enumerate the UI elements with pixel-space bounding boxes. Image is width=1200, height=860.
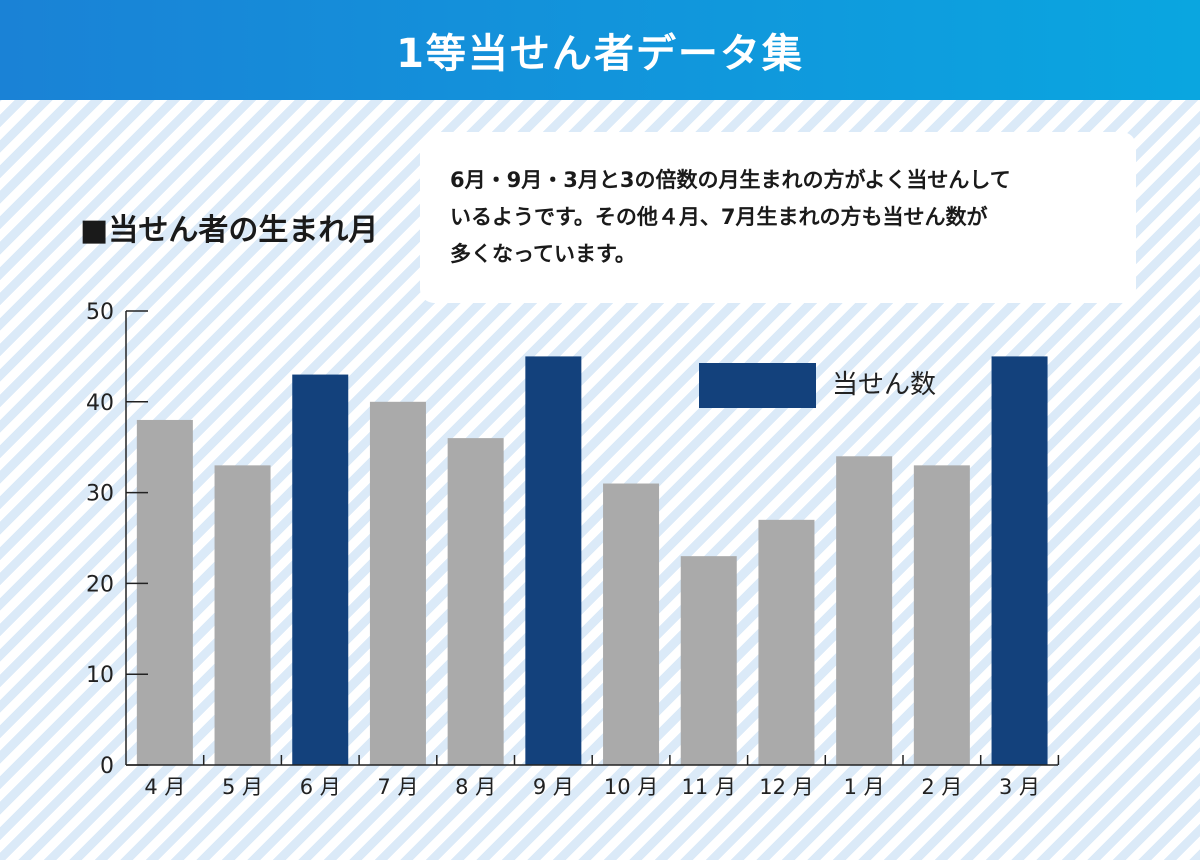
x-tick-label-9: 12 月 [759,775,813,799]
legend-label: 当せん数 [832,370,936,400]
legend-swatch [699,363,816,408]
x-tick-label-5: 8 月 [455,775,496,799]
note-line-2: いるようです。その他４月、7月生まれの方も当せん数が [450,205,988,229]
bar-2 [214,465,271,765]
header-banner: 1等当せん者データ集 [0,0,1200,100]
y-tick-label-50: 50 [86,300,114,325]
x-tick-label-6: 9 月 [533,775,574,799]
section-title: ■当せん者の生まれ月 [80,213,379,248]
y-tick-label-10: 10 [86,663,114,688]
bar-1 [136,419,193,765]
y-tick-label-40: 40 [86,391,114,416]
note-box: 6月・9月・3月と3の倍数の月生まれの方がよく当せんして いるようです。その他４… [420,132,1136,303]
x-tick-label-12: 3 月 [999,775,1040,799]
x-tick-label-7: 10 月 [604,775,658,799]
bar-3 [292,374,349,765]
x-tick-label-11: 2 月 [921,775,962,799]
y-tick-label-30: 30 [86,482,114,507]
y-tick-label-0: 0 [100,754,114,779]
bar-9 [758,519,815,765]
bar-8 [680,556,737,765]
x-tick-label-8: 11 月 [682,775,736,799]
x-tick-label-2: 5 月 [222,775,263,799]
note-line-1: 6月・9月・3月と3の倍数の月生まれの方がよく当せんして [450,168,1011,192]
x-tick-label-3: 6 月 [300,775,341,799]
bar-4 [369,401,426,765]
bar-7 [603,483,660,765]
page-title: 1等当せん者データ集 [396,31,804,77]
x-tick-label-4: 7 月 [377,775,418,799]
bar-10 [836,456,893,765]
bar-11 [913,465,970,765]
y-tick-label-20: 20 [86,572,114,597]
x-tick-label-10: 1 月 [844,775,885,799]
bar-6 [525,356,582,765]
bar-5 [447,438,504,765]
note-line-3: 多くなっています。 [450,242,636,266]
x-tick-label-1: 4 月 [144,775,185,799]
bar-12 [991,356,1048,765]
